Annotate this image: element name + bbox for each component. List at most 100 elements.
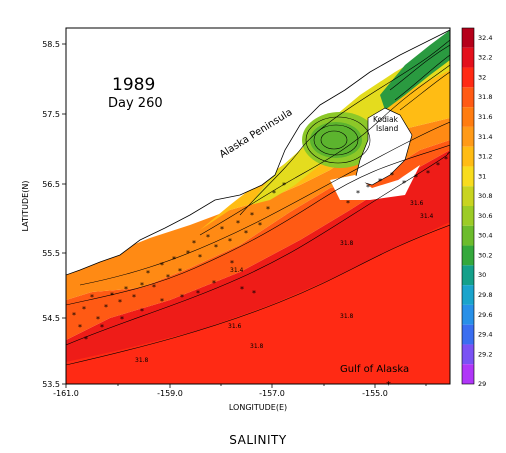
station-marker: * [266, 205, 270, 214]
contour-line [394, 54, 450, 101]
station-marker: * [160, 297, 164, 306]
station-marker: * [198, 253, 202, 262]
contour-label: 31.6 [410, 200, 424, 207]
tick-marks [62, 43, 427, 388]
station-marker: * [258, 221, 262, 230]
contour-label: 31.8 [340, 240, 354, 247]
contour-line [239, 39, 450, 216]
station-marker: * [192, 239, 196, 248]
y-tick-label: 58.5 [42, 40, 60, 49]
x-tick-label: -157.0 [259, 389, 285, 398]
contour-line [305, 116, 371, 164]
station-marker: * [272, 189, 276, 198]
colorbar-frame [461, 27, 475, 385]
station-marker: * [178, 267, 182, 276]
place-label-island: Island [376, 124, 399, 133]
contour-label: 31.6 [228, 323, 242, 330]
contour-line [66, 224, 450, 366]
station-marker: * [252, 289, 256, 298]
station-marker: * [104, 303, 108, 312]
x-tick-label: -155.0 [362, 389, 388, 398]
colorbar-label: 32.2 [478, 54, 492, 62]
station-marker: * [250, 211, 254, 220]
colorbar-swatch [462, 304, 474, 325]
x-tick-label: -159.0 [157, 389, 183, 398]
station-marker: * [140, 281, 144, 290]
colorbar-label: 31.2 [478, 153, 492, 161]
contour-line [66, 151, 450, 346]
station-marker: * [118, 298, 122, 307]
y-tick-label: 56.5 [42, 180, 60, 189]
colorbar-swatch [462, 324, 474, 345]
colorbar-label: 32 [478, 73, 486, 81]
colorbar-swatch [462, 126, 474, 147]
colorbar-label: 29.8 [478, 291, 492, 299]
station-marker: * [386, 380, 391, 391]
contour-label: 31.4 [420, 213, 434, 220]
colorbar-swatch [462, 285, 474, 305]
colorbar-swatch [462, 87, 474, 108]
colorbar-swatch [462, 225, 474, 246]
station-marker: * [378, 177, 382, 186]
station-marker: * [402, 179, 406, 188]
x-tick-label: -161.0 [53, 389, 79, 398]
station-marker: * [346, 199, 350, 208]
colorbar-swatch [462, 344, 474, 365]
colorbar-swatch [462, 28, 474, 48]
station-marker: * [414, 173, 418, 182]
station-marker: * [196, 289, 200, 298]
place-label-gulf: Gulf of Alaska [340, 364, 409, 375]
station-marker: * [166, 273, 170, 282]
contour-label: 31.4 [230, 267, 244, 274]
station-marker: * [214, 243, 218, 252]
contour-line [79, 121, 450, 286]
station-marker: * [212, 279, 216, 288]
salinity-field: ******************************** * *******… [66, 28, 450, 384]
station-marker: * [366, 183, 370, 192]
station-marker: * [186, 249, 190, 258]
station-marker: * [96, 315, 100, 324]
station-marker: * [132, 293, 136, 302]
station-marker: * [146, 269, 150, 278]
colorbar-label: 31.8 [478, 93, 492, 101]
station-marker: * [426, 169, 430, 178]
contour-lines [66, 39, 450, 366]
bottom-title: SALINITY [229, 433, 287, 447]
contour-line [313, 124, 359, 156]
station-marker: * [220, 225, 224, 234]
station-marker: * [390, 171, 394, 180]
colorbar-label: 31.4 [478, 133, 492, 141]
station-marker: * [140, 307, 144, 316]
station-marker: * [356, 189, 360, 198]
colorbar-swatch [462, 245, 474, 266]
station-marker: * [244, 229, 248, 238]
station-marker: * [90, 293, 94, 302]
colorbar-swatch [462, 265, 474, 286]
station-marker: * [230, 259, 234, 268]
x-axis-label: LONGITUDE(E) [229, 403, 287, 412]
station-marker: * [160, 261, 164, 270]
contour-line [320, 130, 348, 150]
station-marker: * [172, 255, 176, 264]
contour-line [399, 71, 450, 111]
station-markers: ******************************** * *******… [72, 155, 448, 344]
contour-label: 31.8 [135, 357, 149, 364]
y-tick-label: 57.5 [42, 110, 60, 119]
station-marker: * [82, 305, 86, 314]
title-year: 1989 [112, 75, 155, 95]
colorbar-label: 29 [478, 380, 486, 388]
kodiak-island-land [354, 107, 413, 186]
alaska-peninsula-land [66, 28, 450, 276]
colorbar-swatch [462, 47, 474, 68]
station-marker: * [240, 285, 244, 294]
station-marker: * [236, 219, 240, 228]
colorbar: 32.4 32.2 32 31.8 31.6 31.4 31.2 31 30.8 30.6 30.4… [461, 27, 492, 388]
station-marker: * [444, 155, 448, 164]
contour-line [66, 144, 450, 306]
station-marker: * [110, 291, 114, 300]
salinity-plume-inner [310, 122, 362, 158]
colorbar-swatch [462, 146, 474, 167]
plot-frame [65, 27, 451, 385]
station-marker: * [180, 293, 184, 302]
